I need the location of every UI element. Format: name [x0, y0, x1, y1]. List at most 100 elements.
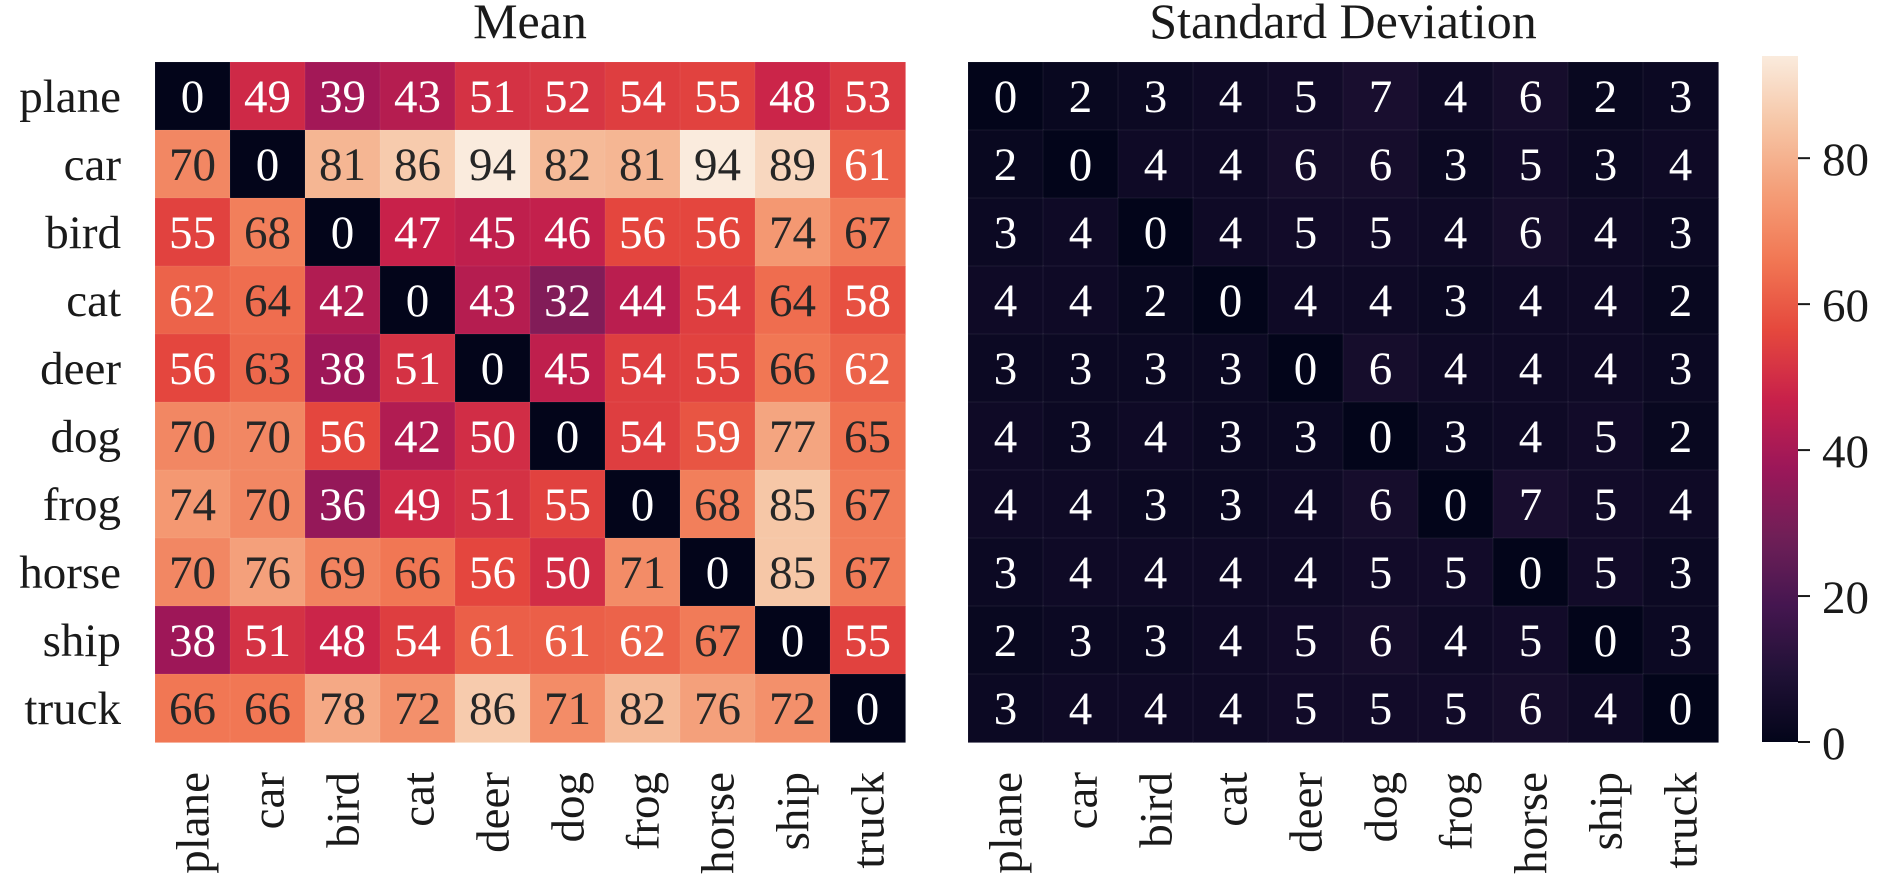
cell-value-label: 70	[169, 547, 216, 599]
cell-value-label: 82	[544, 139, 591, 191]
heatmap-cell	[1492, 129, 1569, 199]
heatmap-cell	[1267, 129, 1344, 199]
cell-value-label: 66	[394, 547, 441, 599]
heatmap-cell	[1042, 673, 1119, 743]
cell-value-label: 3	[994, 343, 1018, 395]
col-tick-label: car	[243, 772, 295, 830]
col-tick-label: truck	[843, 772, 895, 869]
row-tick-label: cat	[66, 275, 121, 327]
heatmap-cell	[967, 469, 1044, 539]
cell-value-label: 3	[994, 547, 1018, 599]
cell-value-label: 62	[844, 343, 891, 395]
cell-value-label: 68	[694, 479, 741, 531]
col-tick-label: frog	[1431, 772, 1483, 850]
heatmap-cell	[229, 537, 306, 607]
heatmap-cell	[1267, 537, 1344, 607]
colorbar-tick-label: 0	[1822, 718, 1846, 770]
cell-value-label: 0	[556, 411, 580, 463]
cell-value-label: 50	[469, 411, 516, 463]
heatmap-cell	[529, 333, 606, 403]
cell-value-label: 54	[619, 71, 666, 123]
heatmap-cell	[529, 129, 606, 199]
cell-value-label: 86	[394, 139, 441, 191]
cell-value-label: 3	[1669, 207, 1693, 259]
heatmap-cell	[1342, 197, 1419, 267]
heatmap-cell	[679, 469, 756, 539]
cell-value-label: 45	[544, 343, 591, 395]
col-tick-label: cat	[393, 772, 445, 827]
cell-value-label: 94	[469, 139, 516, 191]
cell-value-label: 56	[319, 411, 366, 463]
cell-value-label: 5	[1369, 683, 1393, 735]
cell-value-label: 66	[244, 683, 291, 735]
heatmap-cell	[1267, 401, 1344, 471]
cell-value-label: 36	[319, 479, 366, 531]
cell-value-label: 3	[1144, 71, 1168, 123]
cell-value-label: 55	[169, 207, 216, 259]
cell-value-label: 51	[469, 479, 516, 531]
heatmap-cell	[967, 197, 1044, 267]
heatmap-cell	[379, 469, 456, 539]
cell-value-label: 4	[1219, 683, 1243, 735]
cell-value-label: 7	[1519, 479, 1543, 531]
heatmap-cell	[1192, 197, 1269, 267]
heatmap-cell	[1642, 401, 1719, 471]
colorbar-tick-label: 20	[1822, 572, 1869, 624]
heatmap-cell	[829, 469, 906, 539]
cell-value-label: 3	[1669, 343, 1693, 395]
cell-value-label: 6	[1519, 207, 1543, 259]
cell-value-label: 3	[1669, 547, 1693, 599]
heatmap-cell	[529, 61, 606, 131]
heatmap-cell	[1342, 673, 1419, 743]
cell-value-label: 0	[1444, 479, 1468, 531]
heatmap-cell	[1642, 197, 1719, 267]
heatmap-cell	[154, 605, 231, 675]
heatmap-cell	[1192, 469, 1269, 539]
heatmap-cell	[1492, 469, 1569, 539]
heatmap-cell	[754, 129, 831, 199]
cell-value-label: 49	[394, 479, 441, 531]
cell-value-label: 94	[694, 139, 741, 191]
cell-value-label: 4	[1219, 207, 1243, 259]
col-tick-label: plane	[981, 772, 1033, 874]
cell-value-label: 3	[1219, 479, 1243, 531]
heatmap-cell	[1117, 333, 1194, 403]
cell-value-label: 4	[1669, 479, 1693, 531]
heatmap-cell	[304, 401, 381, 471]
cell-value-label: 6	[1369, 479, 1393, 531]
cell-value-label: 54	[619, 411, 666, 463]
heatmap-cell	[679, 605, 756, 675]
heatmap-cell	[679, 333, 756, 403]
cell-value-label: 4	[1294, 275, 1318, 327]
cell-value-label: 38	[169, 615, 216, 667]
cell-value-label: 3	[994, 683, 1018, 735]
heatmap-cell	[1417, 265, 1494, 335]
heatmap-cell	[454, 401, 531, 471]
heatmap-cell	[679, 61, 756, 131]
cell-value-label: 55	[694, 343, 741, 395]
heatmap-cell	[1042, 469, 1119, 539]
heatmap-cell	[604, 537, 681, 607]
heatmap-cell	[1342, 333, 1419, 403]
heatmap-cell	[1492, 537, 1569, 607]
cell-value-label: 5	[1294, 71, 1318, 123]
heatmap-cell	[1267, 265, 1344, 335]
heatmap-cell	[229, 605, 306, 675]
cell-value-label: 0	[1519, 547, 1543, 599]
cell-value-label: 71	[544, 683, 591, 735]
cell-value-label: 74	[769, 207, 816, 259]
heatmap-cell	[829, 605, 906, 675]
col-tick-label: dog	[543, 772, 595, 843]
cell-value-label: 0	[1294, 343, 1318, 395]
cell-value-label: 59	[694, 411, 741, 463]
cell-value-label: 53	[844, 71, 891, 123]
cell-value-label: 4	[994, 479, 1018, 531]
heatmap-cell	[754, 265, 831, 335]
cell-value-label: 6	[1369, 139, 1393, 191]
heatmap-cell	[829, 333, 906, 403]
mean-heatmap: Mean 0 49 39 43 51 52 54 55 48 53 70 0 81 86 94 82 81 94 89…	[19, 0, 906, 874]
heatmap-cell	[604, 605, 681, 675]
heatmap-cell	[604, 129, 681, 199]
heatmap-cell	[967, 673, 1044, 743]
chart-title: Standard Deviation	[1149, 0, 1536, 49]
